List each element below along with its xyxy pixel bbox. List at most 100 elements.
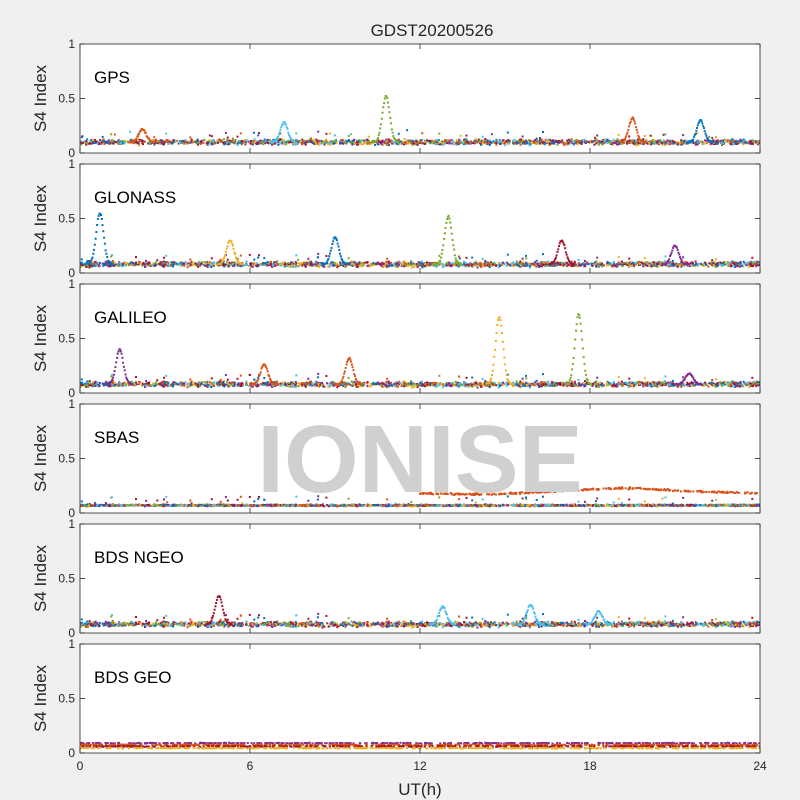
data-point [154,141,157,144]
data-point [483,262,485,265]
data-point [190,141,193,144]
data-point [385,265,388,268]
data-point [416,264,419,267]
data-point [615,140,618,142]
data-point [291,261,294,264]
data-point [137,383,140,385]
data-point [711,136,714,139]
data-point [459,134,462,137]
axes-background [80,44,760,153]
data-point [742,260,745,263]
data-point [189,264,192,267]
data-point [479,262,482,265]
data-point [206,141,209,144]
data-point [333,262,336,265]
data-point [106,262,109,265]
data-point [617,264,620,267]
data-point [385,140,388,143]
data-point [672,264,675,267]
data-point [554,262,557,265]
data-point [390,122,392,125]
data-point [162,260,165,263]
data-point [85,265,88,268]
data-point [694,261,697,263]
data-point [646,142,649,145]
data-point [751,256,754,259]
data-points [80,95,760,147]
data-point [266,384,269,387]
data-point [604,139,607,142]
data-point [594,140,597,143]
data-point [704,261,707,264]
data-point [105,252,108,255]
data-point [278,131,281,134]
data-point [160,263,163,266]
data-point [216,141,219,144]
data-point [80,263,82,266]
data-point [545,263,548,266]
data-point [254,263,257,266]
data-point [563,244,566,247]
data-point [141,140,144,143]
data-point [642,265,645,268]
data-point [93,142,95,144]
data-point [179,263,182,266]
data-point [569,140,572,143]
data-point [295,254,298,257]
data-point [450,232,453,235]
data-point [80,143,82,146]
data-point [129,262,132,265]
data-point [250,265,253,268]
data-point [515,260,518,263]
data-point [525,254,527,257]
data-point [84,141,87,144]
data-point [391,142,394,145]
data-point [386,264,389,267]
data-point [703,141,705,144]
data-point [273,264,276,267]
data-point [465,141,468,144]
data-point [489,139,491,142]
data-point [500,141,503,144]
data-point [98,142,101,145]
data-point [490,262,493,265]
data-point [382,106,385,109]
data-point [506,140,509,142]
data-point [347,257,350,260]
data-point [675,262,678,265]
data-point [628,257,631,260]
data-point [598,140,601,143]
data-point [420,262,423,265]
data-point [461,264,464,267]
data-point [504,144,507,147]
data-point [315,138,318,141]
data-point [131,138,134,141]
data-point [742,143,745,146]
data-point [743,141,746,144]
data-point [624,137,627,140]
data-point [505,264,508,267]
data-point [519,380,522,383]
data-point [704,132,707,135]
data-point [269,264,272,267]
data-point [101,224,104,227]
data-point [238,139,240,142]
data-point [339,261,342,264]
data-point [130,263,133,266]
data-point [257,385,260,388]
data-point [556,261,559,264]
data-point [621,138,624,141]
data-point [151,139,154,141]
data-point [573,142,576,145]
data-point [539,264,541,267]
data-point [212,140,215,143]
data-point [722,143,725,145]
data-point [428,263,431,266]
data-point [731,261,734,264]
data-point [536,262,539,265]
data-point [206,263,209,266]
y-tick-label: 1 [68,157,75,171]
data-point [95,142,98,145]
data-point [362,139,365,142]
data-point [386,257,389,260]
